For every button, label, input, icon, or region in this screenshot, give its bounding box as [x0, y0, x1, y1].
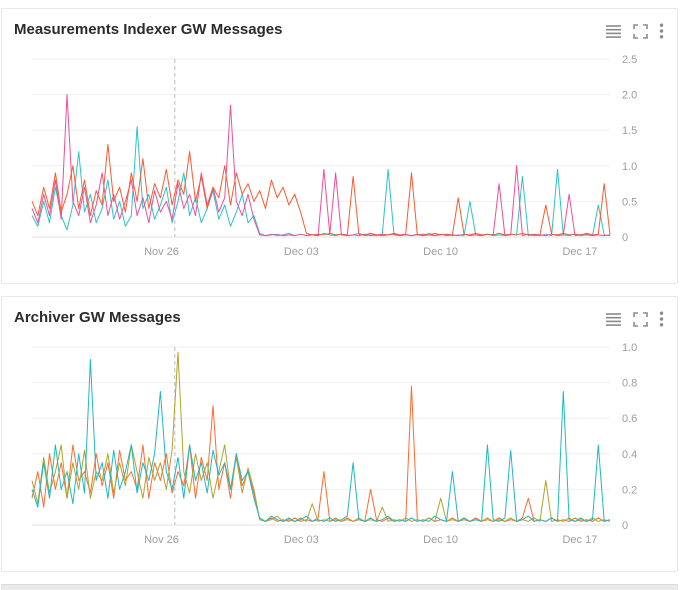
- panel-archiver: Archiver GW Messages 0 0.2 0.4 0.6 0.8 1.0 Nov…: [1, 296, 678, 572]
- legend-lines-icon[interactable]: [602, 22, 625, 41]
- series-line-series-3[interactable]: [31, 143, 611, 236]
- panel-measurements-indexer: Measurements Indexer GW Messages 0 0.5 1.0…: [1, 8, 678, 284]
- x-axis-tick-label: Nov 26: [144, 246, 179, 258]
- fullscreen-icon[interactable]: [630, 310, 651, 329]
- series-line-series-3[interactable]: [31, 359, 611, 522]
- panel-header: Archiver GW Messages: [2, 297, 677, 331]
- y-axis-tick-label: 2.0: [622, 90, 637, 102]
- panel-header: Measurements Indexer GW Messages: [2, 9, 677, 43]
- panel-title: Measurements Indexer GW Messages: [14, 21, 283, 38]
- kebab-menu-icon[interactable]: [656, 309, 667, 329]
- panel-divider: [1, 584, 678, 590]
- y-axis-tick-label: 0.8: [622, 378, 637, 390]
- panel-title: Archiver GW Messages: [14, 309, 181, 326]
- y-axis-tick-label: 0.2: [622, 484, 637, 496]
- y-axis-tick-label: 2.5: [622, 54, 637, 66]
- x-axis-tick-label: Nov 26: [144, 534, 179, 546]
- x-axis-tick-label: Dec 17: [562, 534, 597, 546]
- timeseries-chart-measurements[interactable]: 0 0.5 1.0 1.5 2.0 2.5 Nov 26 Dec 03 Dec 10 Dec 17: [2, 45, 677, 286]
- x-axis-tick-label: Dec 10: [423, 534, 458, 546]
- kebab-menu-icon[interactable]: [656, 21, 667, 41]
- y-axis-tick-label: 0.4: [622, 449, 637, 461]
- x-axis-tick-label: Dec 17: [562, 246, 597, 258]
- x-axis-tick-label: Dec 03: [284, 246, 319, 258]
- y-axis-tick-label: 1.0: [622, 342, 637, 354]
- x-axis-tick-label: Dec 03: [284, 534, 319, 546]
- y-axis-tick-label: 0.6: [622, 413, 637, 425]
- timeseries-chart-archiver[interactable]: 0 0.2 0.4 0.6 0.8 1.0 Nov 26 Dec 03 Dec 10 Dec 17: [2, 333, 677, 574]
- panel-header-icons: [602, 21, 667, 41]
- y-axis-tick-label: 0: [622, 232, 628, 244]
- y-axis-tick-label: 1.5: [622, 125, 637, 137]
- fullscreen-icon[interactable]: [630, 22, 651, 41]
- series-line-series-2[interactable]: [31, 94, 611, 237]
- x-axis-tick-label: Dec 10: [423, 246, 458, 258]
- y-axis-tick-label: 1.0: [622, 161, 637, 173]
- y-axis-tick-label: 0.5: [622, 196, 637, 208]
- y-axis-tick-label: 0: [622, 520, 628, 532]
- series-line-series-1[interactable]: [31, 126, 611, 237]
- panel-header-icons: [602, 309, 667, 329]
- series-line-series-1[interactable]: [31, 385, 611, 522]
- legend-lines-icon[interactable]: [602, 310, 625, 329]
